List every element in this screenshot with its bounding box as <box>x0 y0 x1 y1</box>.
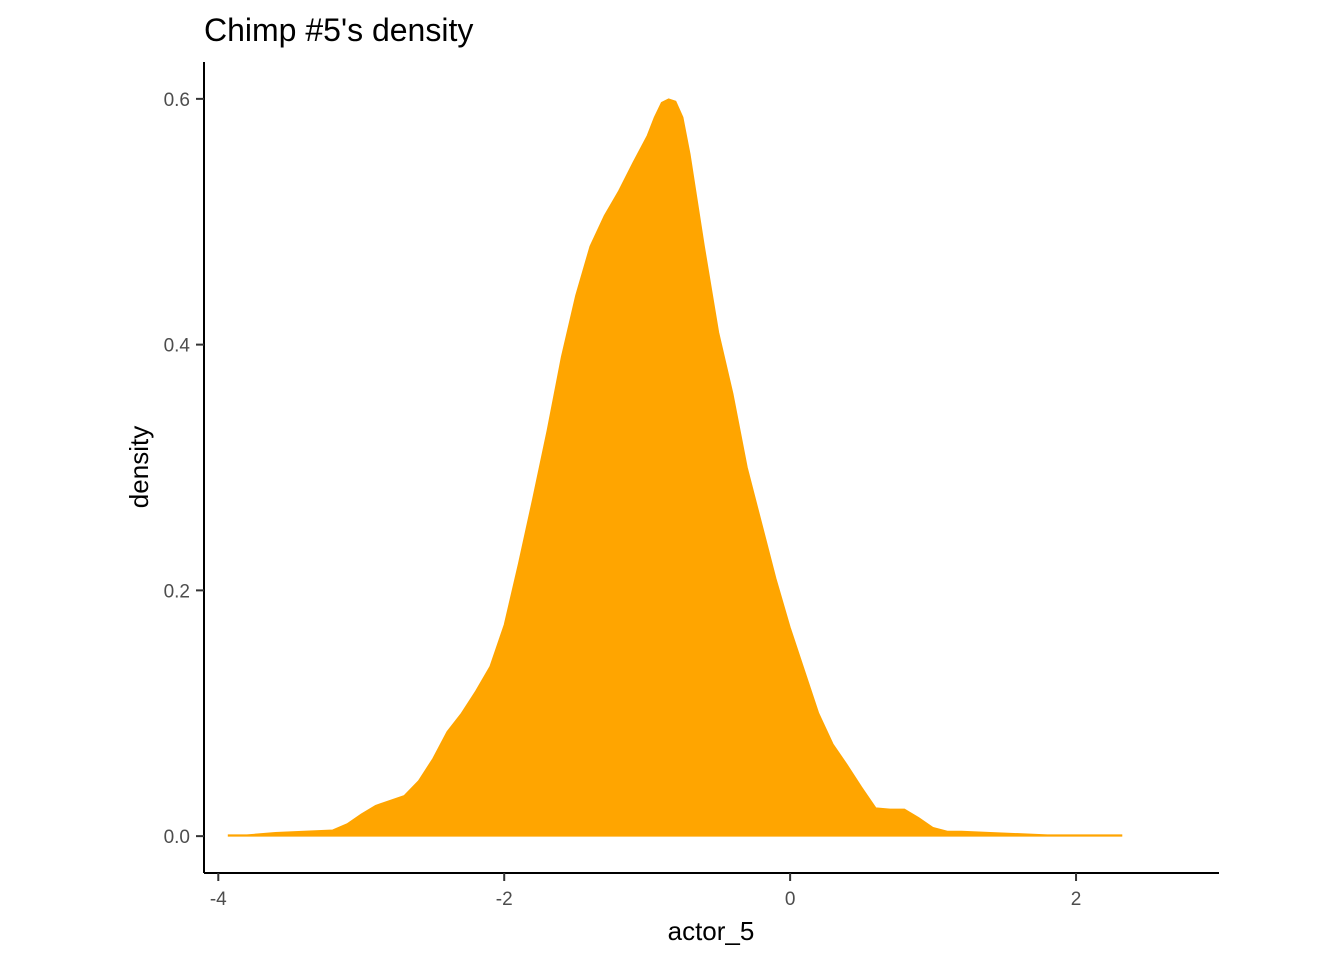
x-tick-label: 2 <box>1071 889 1082 910</box>
y-tick-label: 0.2 <box>164 581 190 602</box>
x-axis-title: actor_5 <box>668 916 755 946</box>
x-tick-label: -2 <box>496 889 513 910</box>
chart-title: Chimp #5's density <box>204 12 473 48</box>
x-tick-label: 0 <box>785 889 796 910</box>
y-tick-label: 0.0 <box>164 827 190 848</box>
y-tick-label: 0.4 <box>164 336 191 357</box>
density-area-series-0 <box>227 98 1123 837</box>
x-axis-ticks: -4 -2 0 2 <box>210 873 1081 910</box>
y-axis-ticks: 0.0 0.2 0.4 0.6 <box>164 90 204 848</box>
y-axis-title: density <box>124 426 154 508</box>
x-tick-label: -4 <box>210 889 227 910</box>
y-tick-label: 0.6 <box>164 90 190 111</box>
plot-area <box>227 98 1123 837</box>
